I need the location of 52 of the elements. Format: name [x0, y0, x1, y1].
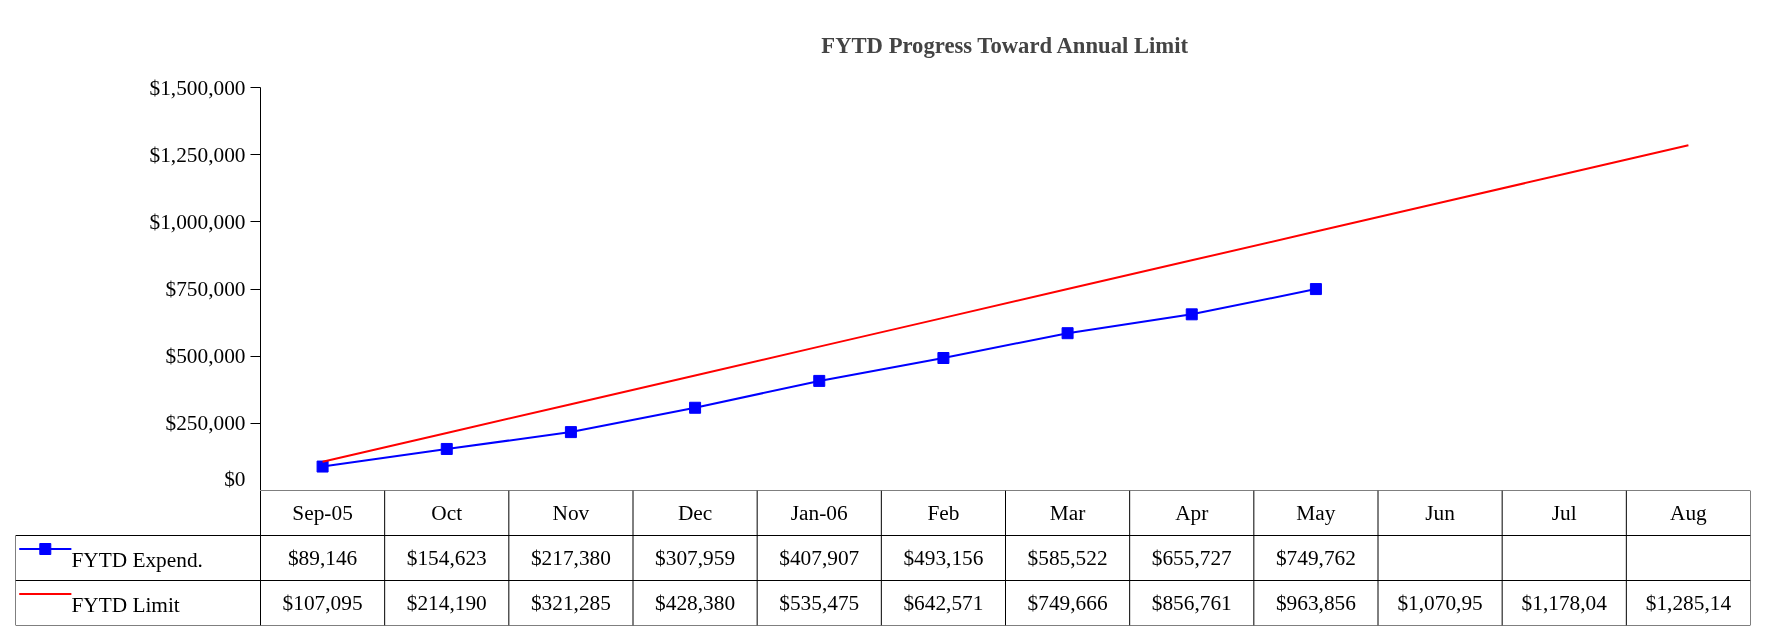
y-tick-label: $1,500,000	[149, 75, 246, 100]
point	[564, 426, 577, 439]
x-tick-label: Mar	[1049, 501, 1086, 525]
data-label: $749,666	[1027, 591, 1108, 615]
point	[1309, 283, 1322, 296]
y-tick-label: $1,000,000	[149, 209, 246, 234]
point	[316, 460, 329, 473]
x-tick-label: Jul	[1551, 501, 1577, 525]
y-tick-label: $750,000	[165, 277, 246, 301]
point	[1185, 308, 1198, 321]
legend-label: FYTD Limit	[71, 593, 180, 618]
point	[1061, 327, 1074, 340]
x-tick-label: Apr	[1175, 501, 1209, 525]
x-tick-label: Aug	[1670, 501, 1708, 525]
x-tick-label: Jan-06	[790, 501, 849, 525]
data-label: $407,907	[779, 546, 860, 570]
x-tick-label: Oct	[431, 501, 463, 525]
data-label: $963,856	[1275, 591, 1357, 615]
point	[689, 401, 702, 414]
data-label: $307,959	[655, 546, 736, 570]
point	[937, 352, 950, 365]
point	[813, 374, 826, 387]
data-label: $585,522	[1027, 546, 1108, 570]
x-tick-label: May	[1296, 501, 1336, 525]
data-label: $214,190	[406, 591, 487, 615]
data-label: $89,146	[287, 546, 358, 570]
data-label: $154,623	[406, 546, 487, 570]
data-label: $655,727	[1151, 546, 1233, 570]
data-label: $1,285,14	[1645, 591, 1732, 615]
chart-title: FYTD Progress Toward Annual Limit	[821, 32, 1189, 58]
y-tick-label: $0	[224, 466, 246, 491]
data-label: $1,070,95	[1397, 591, 1483, 615]
data-label: $856,761	[1151, 591, 1232, 615]
y-tick-label: $500,000	[165, 344, 246, 369]
x-tick-label: Nov	[552, 501, 590, 525]
x-tick-label: Sep-05	[292, 501, 353, 525]
legend-label: FYTD Expend.	[71, 548, 203, 573]
y-tick-label: $1,250,000	[149, 142, 246, 167]
data-label: $642,571	[903, 591, 984, 615]
data-label: $107,095	[282, 591, 363, 615]
data-label: $1,178,04	[1521, 591, 1608, 615]
data-label: $428,380	[655, 591, 736, 615]
data-label: $217,380	[530, 546, 611, 570]
x-tick-label: Jun	[1425, 501, 1456, 525]
point	[440, 442, 453, 455]
x-tick-label: Dec	[677, 501, 713, 525]
data-label: $321,285	[530, 591, 611, 615]
data-label: $749,762	[1275, 546, 1356, 570]
x-tick-label: Feb	[927, 501, 960, 525]
data-label: $535,475	[779, 591, 860, 615]
y-tick-label: $250,000	[165, 411, 246, 436]
data-label: $493,156	[903, 546, 984, 570]
